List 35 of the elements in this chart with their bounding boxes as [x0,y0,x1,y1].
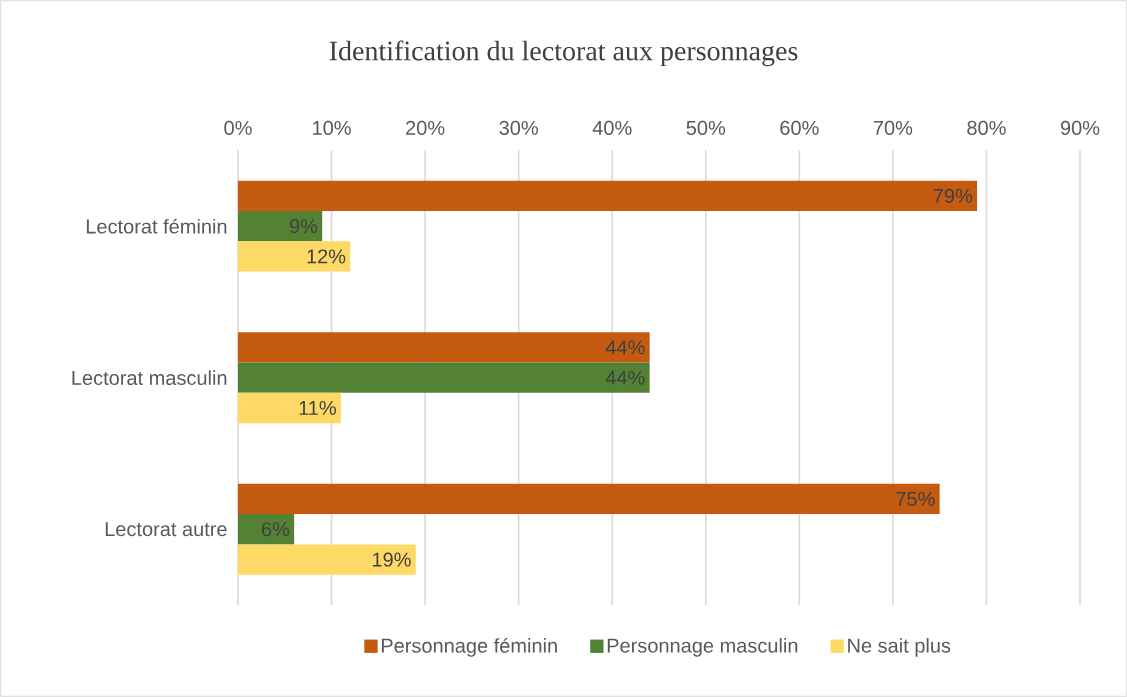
bar [238,210,323,242]
x-tick-label: 40% [592,120,632,135]
bar [238,514,295,545]
data-label: 75% [896,491,935,506]
chart-title: Identification du lectorat aux personnages [329,40,798,67]
bar [238,180,978,211]
x-tick-label: 60% [780,120,819,135]
data-label: 6% [261,522,290,537]
bar [238,392,341,424]
x-tick-label: 10% [313,120,351,135]
x-tick-label: 50% [686,120,726,135]
bar [238,362,650,393]
data-label: 12% [307,249,346,264]
data-label: 44% [605,340,645,355]
data-label: 79% [933,188,973,203]
x-tick-label: 30% [499,120,538,135]
bar [238,483,940,515]
x-tick-label: 0% [224,120,252,135]
y-tick-label: Lectorat féminin [86,218,227,234]
legend-label: Personnage féminin [381,637,557,657]
y-tick-label: Lectorat autre [105,522,227,537]
data-label: 9% [289,219,318,234]
bar [238,332,650,363]
x-tick-label: 80% [967,120,1006,135]
data-label: 19% [372,552,411,567]
legend-label: Ne sait plus [848,638,951,657]
x-tick-label: 90% [1060,120,1100,135]
data-label: 11% [299,401,336,415]
bar [238,241,351,272]
x-tick-label: 70% [873,120,913,135]
y-tick-label: Lectorat masculin [72,370,227,386]
x-tick-label: 20% [406,120,445,135]
legend-label: Personnage masculin [607,638,798,657]
bar [238,544,416,575]
data-label: 44% [605,370,645,385]
